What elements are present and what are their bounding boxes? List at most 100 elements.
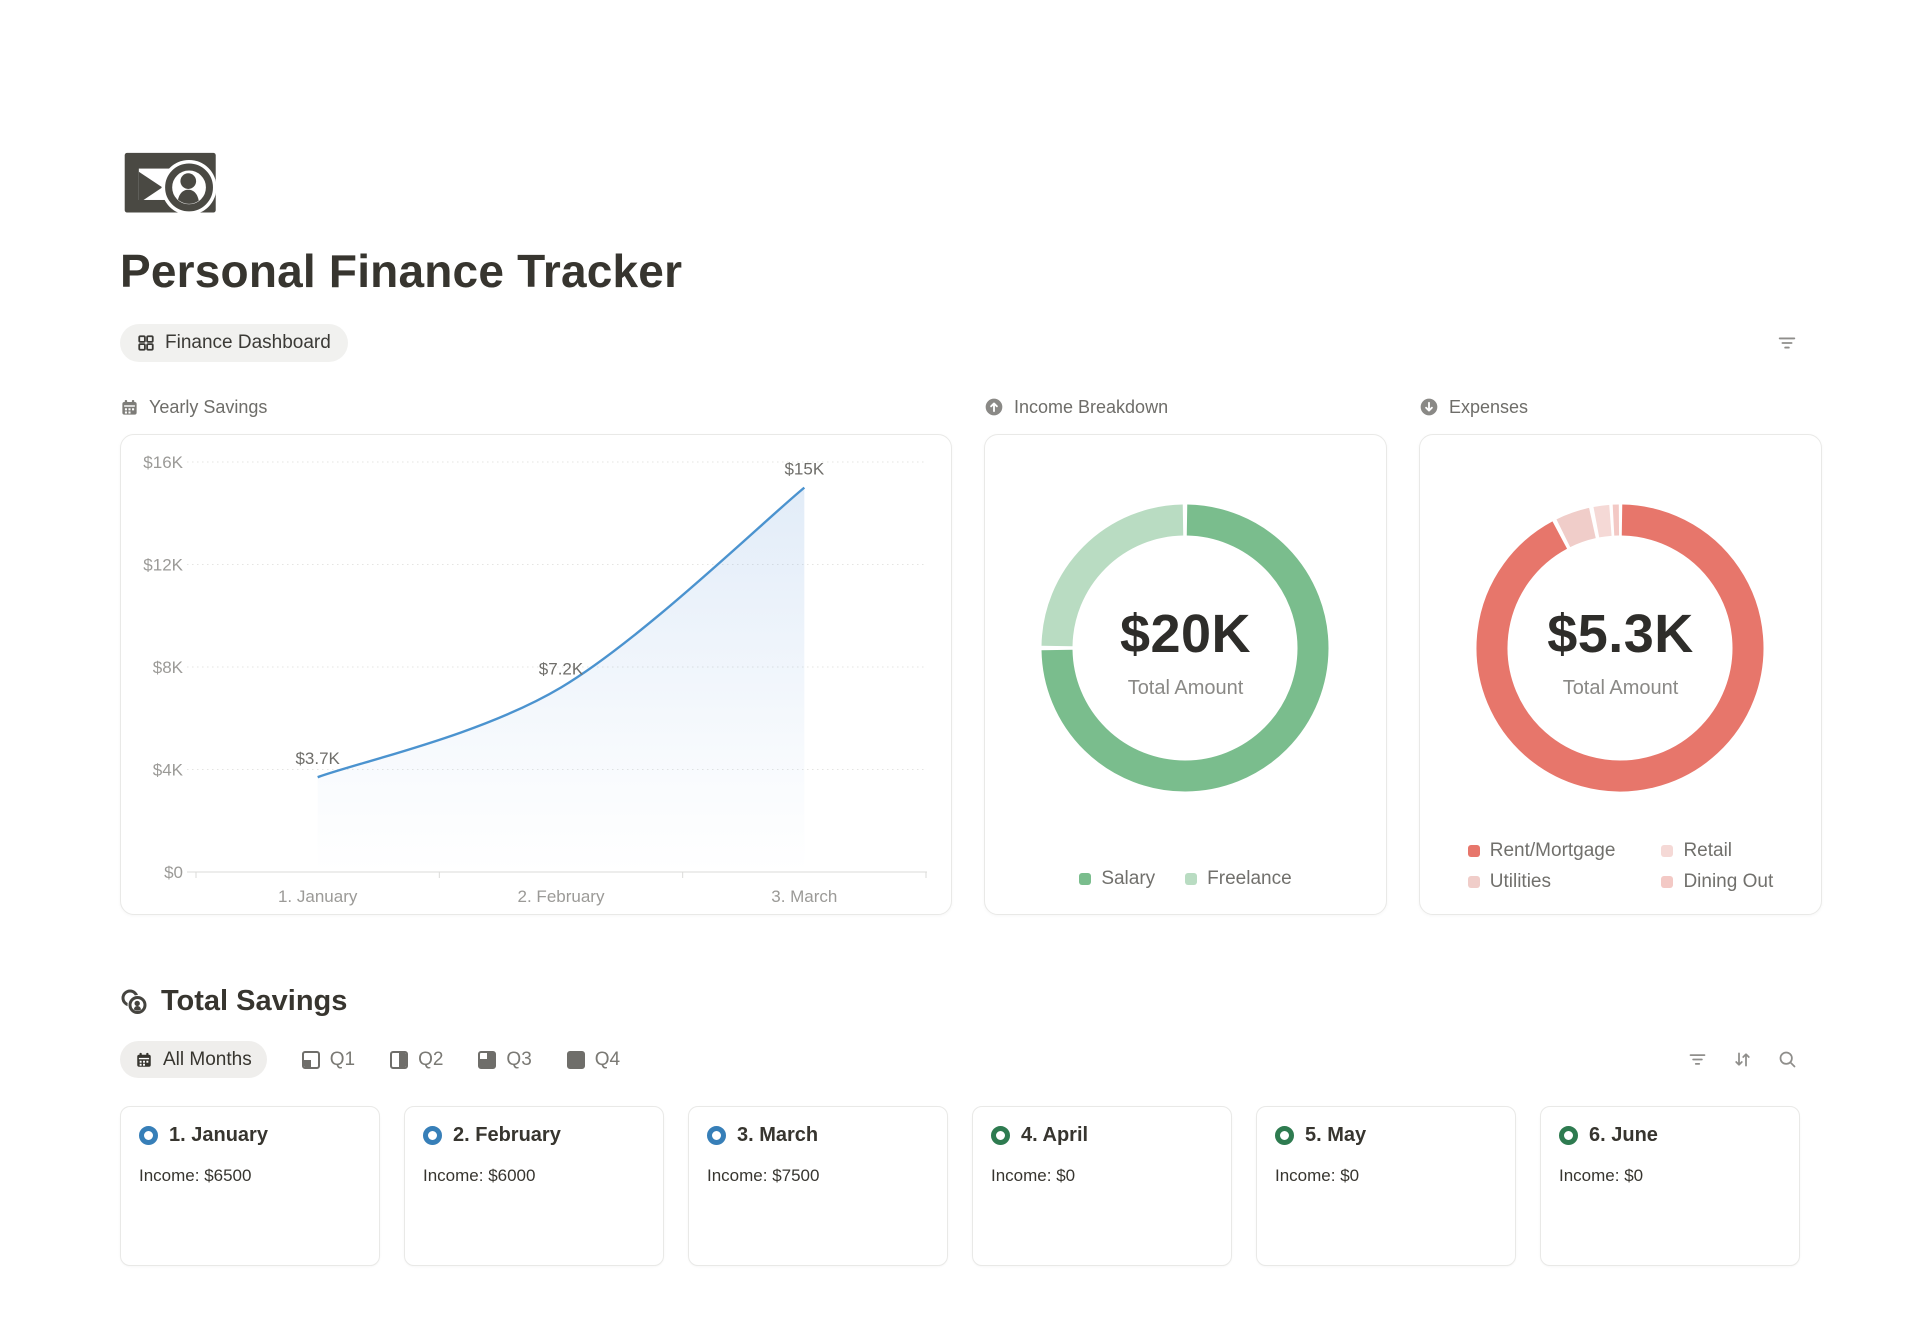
yearly-savings-header: Yearly Savings xyxy=(120,395,952,419)
legend-swatch xyxy=(1661,876,1674,888)
month-card[interactable]: 1. January Income: $6500 xyxy=(120,1106,380,1266)
legend-item: Rent/Mortgage xyxy=(1467,840,1616,862)
month-cards-row: 1. January Income: $6500 2. February Income… xyxy=(120,1106,1800,1266)
month-card[interactable]: 3. March Income: $7500 xyxy=(688,1106,948,1266)
filter-icon[interactable] xyxy=(1774,330,1800,356)
legend-item: Retail xyxy=(1661,840,1773,862)
status-ring-icon xyxy=(139,1126,158,1145)
tab-label: Q3 xyxy=(506,1048,532,1070)
month-card-title-row: 4. April xyxy=(991,1124,1213,1147)
month-card-title: 2. February xyxy=(453,1124,561,1146)
quarter-1-icon xyxy=(301,1050,320,1069)
status-ring-icon xyxy=(991,1126,1010,1145)
legend-label: Dining Out xyxy=(1683,871,1774,892)
tab-all-months[interactable]: All Months xyxy=(120,1041,267,1078)
legend-swatch xyxy=(1467,845,1480,857)
section-label: Expenses xyxy=(1449,396,1529,417)
tab-q4[interactable]: Q4 xyxy=(566,1048,621,1071)
legend-item: Salary xyxy=(1079,868,1155,890)
month-card-title: 1. January xyxy=(169,1124,268,1146)
month-card[interactable]: 5. May Income: $0 xyxy=(1256,1106,1516,1266)
month-income-label: Income: $7500 xyxy=(707,1166,820,1185)
arrow-down-circle-icon xyxy=(1420,398,1438,416)
month-card[interactable]: 6. June Income: $0 xyxy=(1540,1106,1800,1266)
legend-label: Freelance xyxy=(1207,868,1292,889)
status-ring-icon xyxy=(1559,1126,1578,1145)
tab-q2[interactable]: Q2 xyxy=(390,1049,443,1071)
expenses-legend: Rent/Mortgage Retail Utilities Dining Out xyxy=(1420,840,1821,893)
expenses-header: Expenses xyxy=(1419,395,1822,419)
svg-text:$8K: $8K xyxy=(153,658,184,677)
filter-bar: All Months Q1 Q2 Q3 Q4 xyxy=(120,1041,1800,1078)
money-banknote-coin-icon[interactable] xyxy=(120,140,222,216)
arrow-up-circle-icon xyxy=(985,398,1003,416)
month-card-title-row: 5. May xyxy=(1275,1124,1497,1147)
tab-label: All Months xyxy=(163,1048,252,1070)
svg-text:$4K: $4K xyxy=(153,761,184,780)
tab-label: Q1 xyxy=(329,1048,356,1070)
legend-swatch xyxy=(1661,845,1674,857)
legend-item: Utilities xyxy=(1467,871,1616,893)
tab-q1[interactable]: Q1 xyxy=(301,1048,356,1071)
month-card[interactable]: 2. February Income: $6000 xyxy=(404,1106,664,1266)
page: Personal Finance Tracker Finance Dashboa… xyxy=(0,140,1920,1266)
legend-label: Rent/Mortgage xyxy=(1489,840,1616,861)
income-breakdown-header: Income Breakdown xyxy=(984,395,1387,419)
month-card-title-row: 1. January xyxy=(139,1124,361,1147)
quarter-4-icon xyxy=(566,1050,585,1069)
month-income-label: Income: $0 xyxy=(1559,1166,1644,1185)
legend-label: Salary xyxy=(1101,868,1156,889)
month-card-title: 4. April xyxy=(1021,1124,1089,1146)
dashboard-grid: Yearly Savings $0 $4K $8K $12K $16K 1. Januar… xyxy=(120,395,1822,915)
coins-icon xyxy=(121,989,148,1015)
sort-icon[interactable] xyxy=(1729,1047,1755,1073)
tab-q3[interactable]: Q3 xyxy=(478,1048,532,1071)
list-toolbar-icons xyxy=(1684,1047,1800,1073)
status-ring-icon xyxy=(423,1126,442,1145)
month-card-title-row: 2. February xyxy=(423,1124,645,1147)
legend-label: Retail xyxy=(1683,840,1733,861)
income-legend: Salary Freelance xyxy=(985,868,1386,890)
filter-icon[interactable] xyxy=(1684,1047,1710,1073)
month-income-label: Income: $0 xyxy=(991,1166,1076,1185)
grid-layout-icon xyxy=(138,335,154,351)
tab-label: Q2 xyxy=(418,1048,444,1070)
expenses-column: Expenses $5.3K Total Amount Rent/Mortgag… xyxy=(1419,395,1822,915)
tab-finance-dashboard[interactable]: Finance Dashboard xyxy=(120,324,348,362)
svg-text:2. February: 2. February xyxy=(518,887,605,906)
month-card-title-row: 3. March xyxy=(707,1124,929,1147)
legend-swatch xyxy=(1467,876,1480,888)
legend-label: Utilities xyxy=(1489,871,1551,892)
section-label: Yearly Savings xyxy=(149,396,268,417)
month-card-title: 3. March xyxy=(737,1124,819,1146)
page-title: Personal Finance Tracker xyxy=(120,245,683,297)
legend-swatch xyxy=(1185,873,1198,885)
calendar-icon xyxy=(122,399,137,415)
quarter-2-icon xyxy=(390,1050,409,1069)
quarter-3-icon xyxy=(478,1050,497,1069)
svg-text:$12K: $12K xyxy=(143,556,183,575)
legend-item: Freelance xyxy=(1185,868,1292,890)
svg-text:$3.7K: $3.7K xyxy=(295,749,340,768)
svg-text:1. January: 1. January xyxy=(278,887,358,906)
status-ring-icon xyxy=(1275,1126,1294,1145)
filter-tabs: All Months Q1 Q2 Q3 Q4 xyxy=(120,1041,620,1078)
calendar-icon xyxy=(137,1052,151,1067)
month-income-label: Income: $0 xyxy=(1275,1166,1360,1185)
svg-text:$15K: $15K xyxy=(784,460,824,479)
section-label: Total Savings xyxy=(161,985,348,1017)
svg-text:3. March: 3. March xyxy=(771,887,837,906)
view-tab-row: Finance Dashboard xyxy=(120,324,1800,362)
income-donut-chart xyxy=(1041,504,1329,792)
yearly-savings-chart-card: $0 $4K $8K $12K $16K 1. January 2. February 3. … xyxy=(120,434,952,915)
search-icon[interactable] xyxy=(1774,1047,1800,1073)
status-ring-icon xyxy=(707,1126,726,1145)
month-card[interactable]: 4. April Income: $0 xyxy=(972,1106,1232,1266)
legend-swatch xyxy=(1079,873,1092,885)
svg-text:$0: $0 xyxy=(164,863,183,882)
tab-label: Finance Dashboard xyxy=(165,332,331,353)
tab-label: Q4 xyxy=(594,1048,621,1070)
month-card-title: 5. May xyxy=(1305,1124,1367,1146)
svg-text:$7.2K: $7.2K xyxy=(539,660,584,679)
expenses-chart-card: $5.3K Total Amount Rent/Mortgage Retail Ut… xyxy=(1419,434,1822,915)
